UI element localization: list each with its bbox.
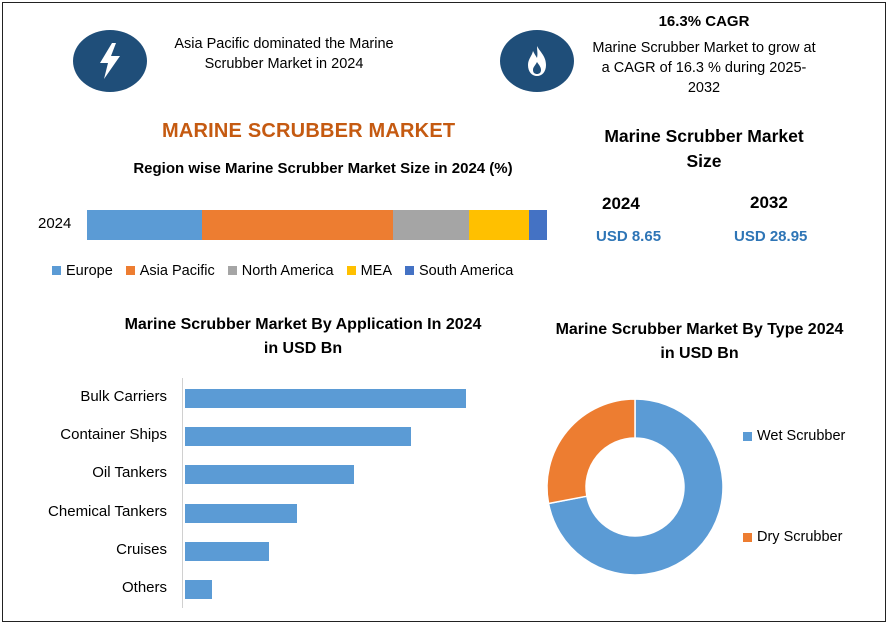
- region-legend: Europe Asia Pacific North America MEA South …: [52, 262, 526, 280]
- value-2032: USD 28.95: [734, 228, 808, 245]
- legend-swatch: [743, 532, 752, 542]
- legend-item: Europe: [52, 263, 113, 279]
- legend-label: North America: [241, 262, 334, 279]
- legend-label: MEA: [360, 262, 393, 279]
- region-segment-asia-pacific: [202, 210, 393, 240]
- application-bar: [185, 427, 411, 447]
- application-bar: [185, 580, 213, 599]
- application-axis-line: [182, 378, 183, 608]
- type-legend-item: Dry Scrubber: [743, 529, 842, 545]
- legend-label: South America: [419, 262, 514, 279]
- application-category-label: Oil Tankers: [92, 464, 167, 482]
- region-segment-north-america: [392, 210, 469, 240]
- application-category-label: Others: [121, 579, 167, 596]
- year-2024: 2024: [602, 194, 640, 213]
- application-category-label: Container Ships: [60, 426, 167, 444]
- cagr-heading: 16.3% CAGR: [658, 13, 750, 30]
- lightning-bolt-icon: [73, 30, 147, 92]
- value-2024: USD 8.65: [596, 228, 662, 245]
- legend-swatch: [743, 431, 752, 441]
- legend-swatch: [227, 266, 237, 275]
- application-bar: [185, 541, 270, 561]
- region-segment-mea: [468, 210, 529, 240]
- legend-item: South America: [405, 263, 513, 279]
- main-title: MARINE SCRUBBER MARKET: [162, 120, 456, 142]
- legend-item: North America: [227, 262, 334, 279]
- legend-label: Asia Pacific: [139, 262, 215, 279]
- legend-swatch: [346, 266, 356, 275]
- flame-icon: [500, 30, 574, 92]
- type-chart-title: Marine Scrubber Market By Type 2024 in U…: [555, 321, 844, 362]
- donut-slice-dry-scrubber: [546, 398, 636, 505]
- application-category-label: Chemical Tankers: [48, 502, 167, 520]
- left-callout-text: Asia Pacific dominated the Marine Scrubb…: [174, 36, 394, 72]
- application-chart-title: Marine Scrubber Market By Application In…: [124, 316, 482, 357]
- application-category-label: Cruises: [116, 540, 167, 558]
- region-segment-europe: [87, 210, 202, 240]
- market-size-title: Marine Scrubber Market Size: [604, 126, 804, 171]
- legend-swatch: [405, 266, 415, 275]
- legend-item: MEA: [346, 262, 393, 279]
- legend-swatch: [52, 266, 61, 275]
- application-bar: [185, 503, 298, 523]
- application-bar: [185, 465, 354, 485]
- application-category-label: Bulk Carriers: [80, 388, 167, 405]
- legend-item: Asia Pacific: [125, 262, 215, 279]
- year-2032: 2032: [750, 193, 788, 212]
- legend-label: Wet Scrubber: [757, 428, 846, 444]
- donut-slice-wet-scrubber: [547, 398, 724, 576]
- legend-label: Dry Scrubber: [757, 529, 843, 545]
- legend-swatch: [125, 266, 135, 275]
- region-year-label: 2024: [38, 215, 72, 232]
- region-stacked-bar: [87, 210, 547, 240]
- type-donut-chart: [546, 398, 724, 576]
- legend-label: Europe: [66, 262, 113, 279]
- right-callout-text: Marine Scrubber Market to grow at a CAGR…: [592, 40, 816, 96]
- region-segment-south-america: [528, 210, 547, 240]
- application-bar: [185, 389, 466, 408]
- type-legend-item: Wet Scrubber: [743, 428, 845, 444]
- region-chart-title: Region wise Marine Scrubber Market Size …: [133, 160, 513, 177]
